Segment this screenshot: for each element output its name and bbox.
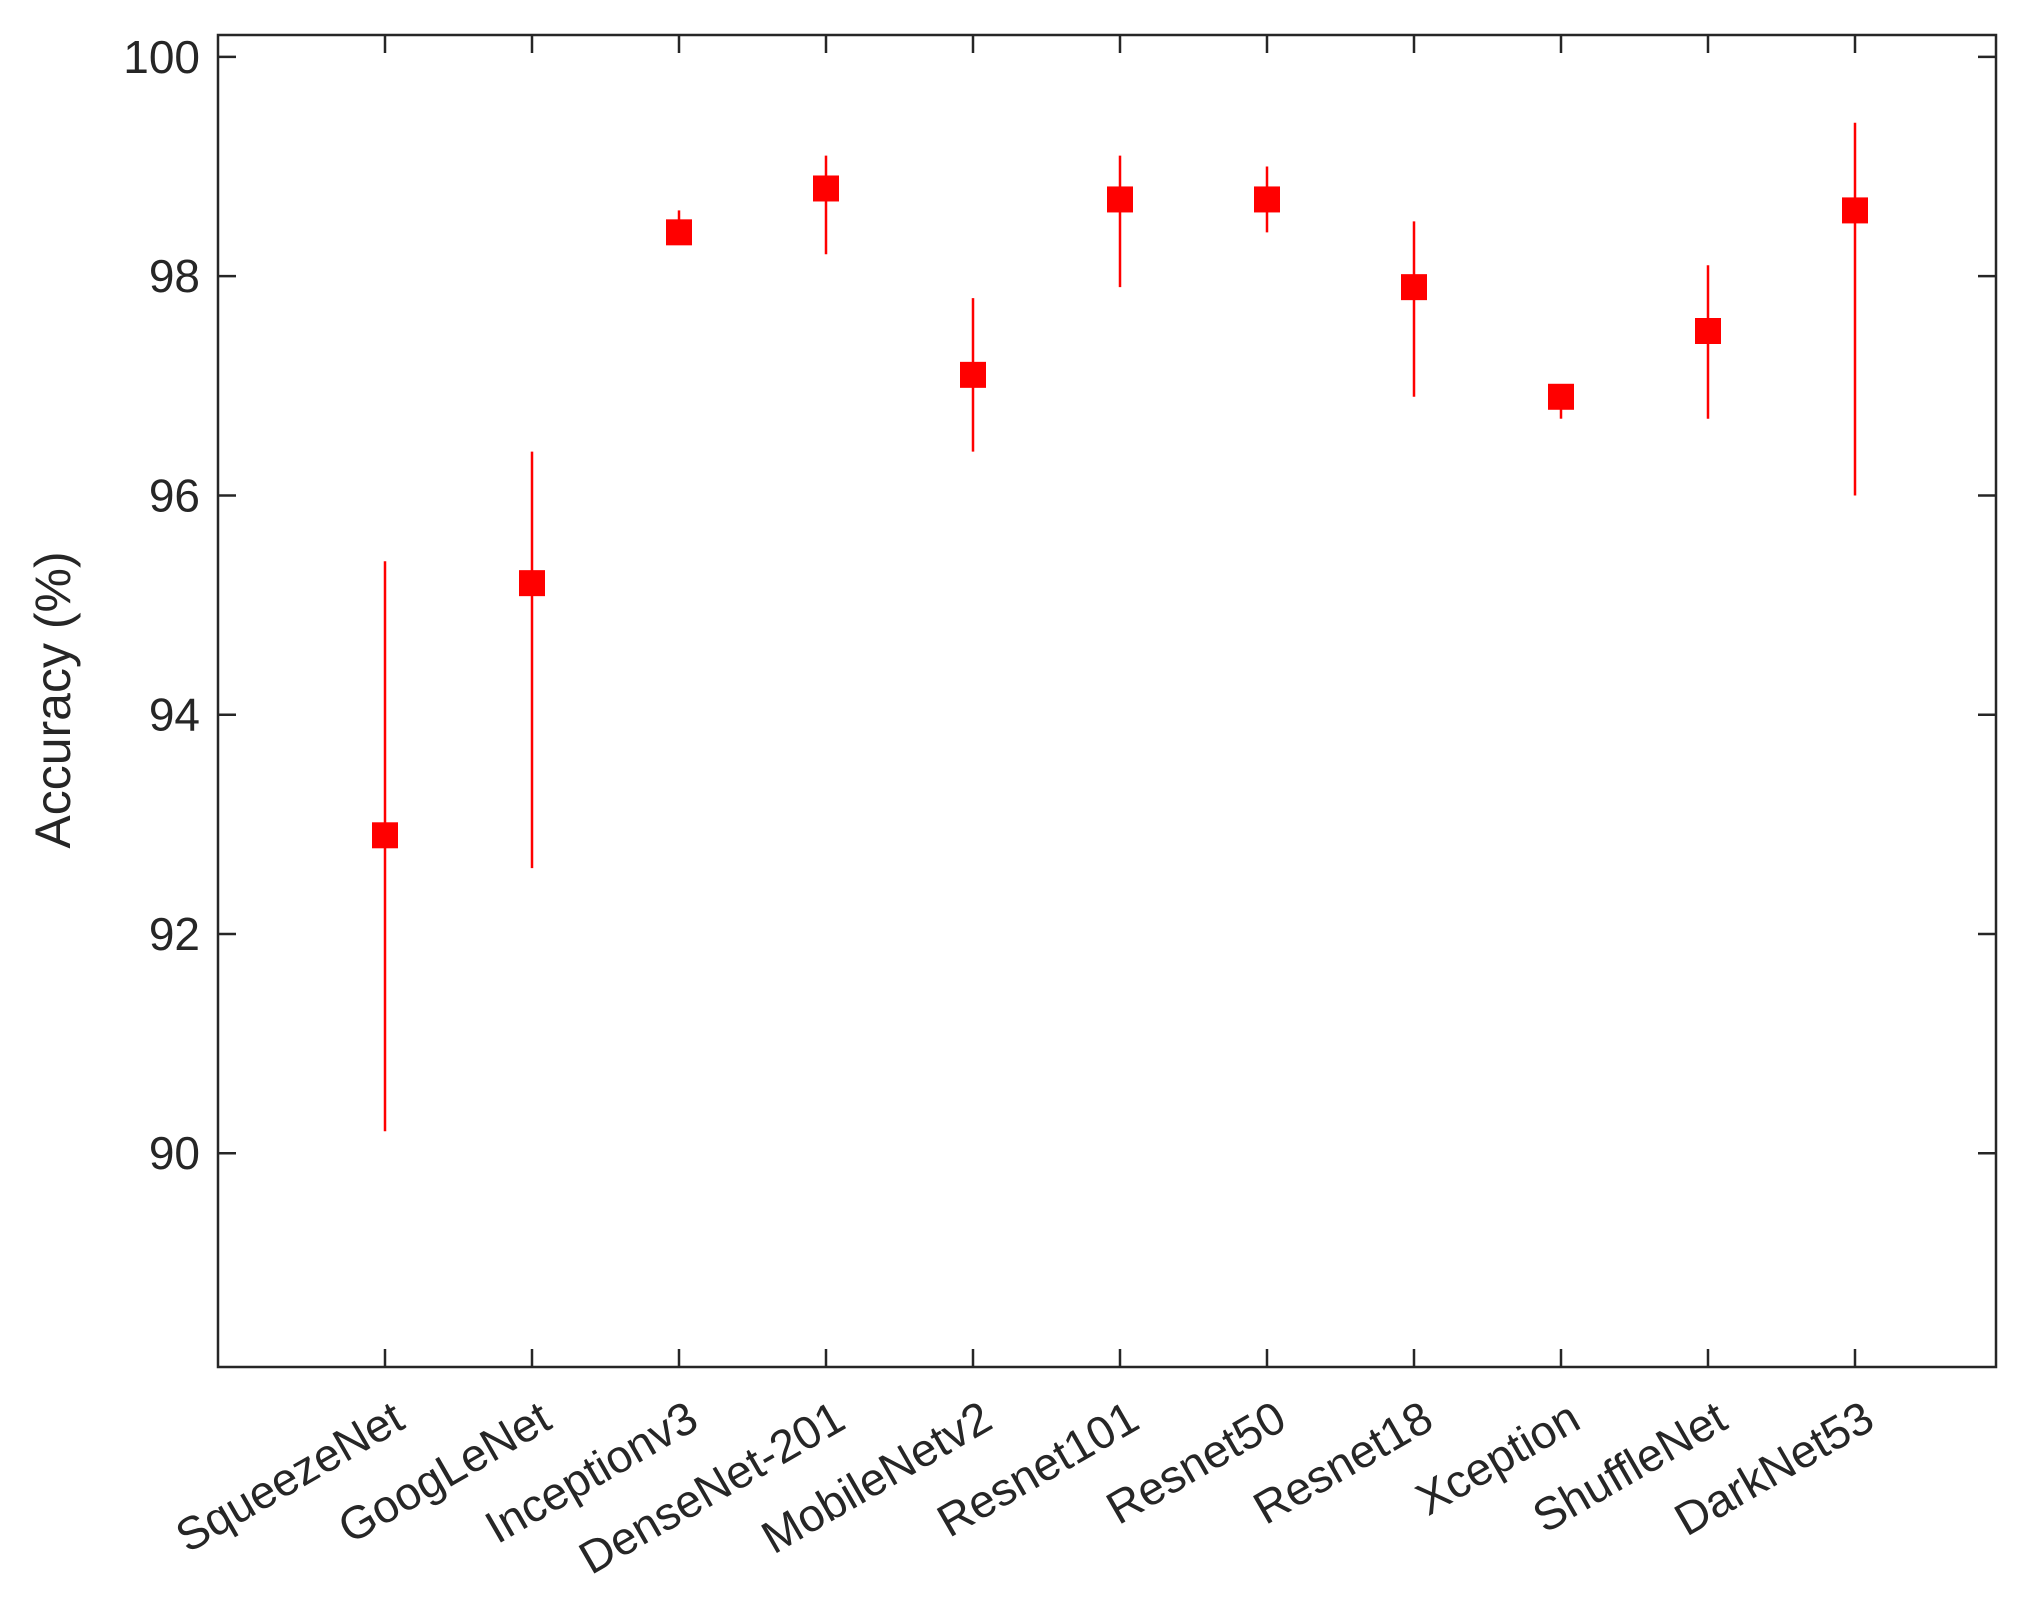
data-point-marker [1254, 186, 1280, 213]
data-point-marker [960, 361, 986, 388]
data-point-marker [372, 822, 398, 849]
data-point-marker [1695, 318, 1721, 344]
y-axis: 90 92 94 96 98 100 [123, 31, 1996, 1179]
series-accuracy [372, 122, 1868, 1132]
y-tick-label: 100 [123, 31, 200, 83]
data-point-marker [519, 570, 545, 597]
y-tick-label: 90 [149, 1127, 200, 1179]
data-point-marker [1548, 383, 1574, 410]
y-axis-label: Accuracy (%) [25, 551, 81, 848]
y-tick-label: 94 [149, 689, 200, 741]
y-tick-label: 96 [149, 469, 200, 521]
data-point-marker [1401, 274, 1427, 301]
plot-area-frame [216, 33, 1998, 1369]
data-point-marker [1107, 186, 1133, 213]
data-point-marker [666, 219, 692, 246]
data-point-marker [813, 175, 839, 202]
y-tick-label: 92 [149, 908, 200, 960]
data-point-marker [1842, 197, 1868, 224]
axes-frame [216, 33, 1998, 1369]
x-axis: SqueezeNetGoogLeNetInceptionv3DenseNet-2… [167, 35, 1882, 1584]
y-tick-label: 98 [149, 250, 200, 302]
